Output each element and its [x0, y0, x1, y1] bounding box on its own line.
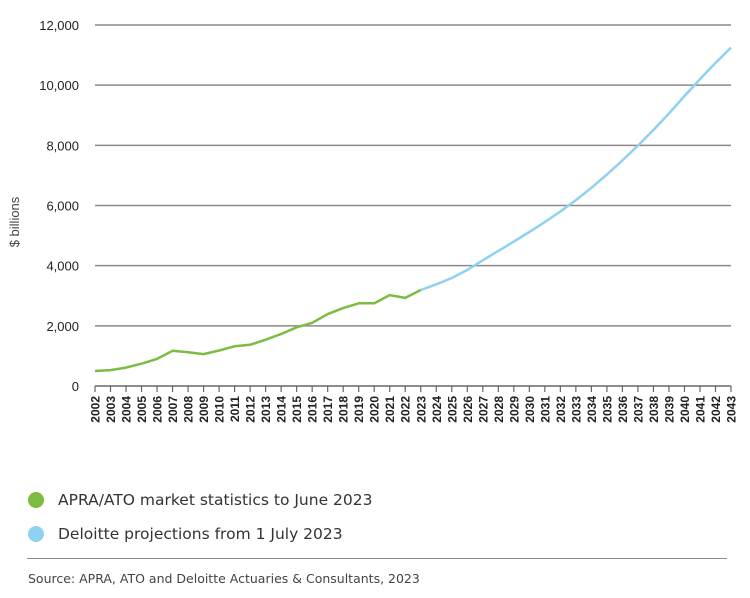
y-tick-label: 12,000 — [39, 18, 79, 33]
y-tick-label: 8,000 — [46, 138, 79, 153]
legend-item-historical: APRA/ATO market statistics to June 2023 — [28, 491, 372, 509]
x-tick-label: 2026 — [461, 396, 475, 423]
x-axis: 2002 2003 2004 2005 2006 2007 2008 2009 2010 2011… — [89, 385, 739, 423]
series-line — [94, 288, 422, 373]
x-tick-label: 2030 — [523, 396, 537, 423]
series-line — [420, 46, 732, 292]
legend-green-dot-icon — [28, 492, 44, 508]
series-lines — [94, 46, 732, 373]
x-tick-label: 2029 — [507, 396, 521, 423]
x-tick-label: 2014 — [275, 396, 289, 423]
x-tick-label: 2013 — [259, 396, 273, 423]
x-tick-label: 2033 — [569, 396, 583, 423]
x-tick-label: 2027 — [476, 396, 490, 423]
legend-item-projection: Deloitte projections from 1 July 2023 — [28, 525, 343, 543]
x-tick-label: 2024 — [430, 396, 444, 423]
legend-label: Deloitte projections from 1 July 2023 — [58, 525, 343, 543]
x-tick-label: 2028 — [492, 396, 506, 423]
x-tick-label: 2032 — [554, 396, 568, 423]
x-tick-label: 2002 — [89, 396, 103, 423]
x-tick-label: 2043 — [725, 396, 739, 423]
x-tick-label: 2020 — [368, 396, 382, 423]
y-tick-label: 6,000 — [46, 199, 79, 214]
y-tick-label: 2,000 — [46, 319, 79, 334]
x-tick-label: 2011 — [228, 396, 242, 422]
x-tick-label: 2004 — [120, 396, 134, 423]
legend-blue-dot-icon — [28, 526, 44, 542]
divider — [27, 558, 727, 559]
x-tick-label: 2016 — [306, 396, 320, 423]
x-tick-label: 2006 — [151, 396, 165, 423]
x-tick-label: 2039 — [662, 396, 676, 423]
x-tick-label: 2007 — [166, 396, 180, 423]
x-tick-label: 2040 — [678, 396, 692, 423]
x-tick-label: 2037 — [631, 396, 645, 423]
y-axis-label: $ billions — [7, 196, 22, 247]
x-tick-label: 2010 — [213, 396, 227, 423]
x-tick-label: 2017 — [321, 396, 335, 423]
x-tick-label: 2015 — [290, 396, 304, 423]
x-tick-label: 2041 — [693, 396, 707, 423]
x-tick-label: 2025 — [445, 396, 459, 423]
y-tick-label: 10,000 — [39, 78, 79, 93]
x-tick-label: 2009 — [197, 396, 211, 423]
source-note: Source: APRA, ATO and Deloitte Actuaries… — [28, 571, 420, 586]
legend-label: APRA/ATO market statistics to June 2023 — [58, 491, 373, 509]
x-tick-label: 2036 — [616, 396, 630, 423]
y-axis: 0 2,000 4,000 6,000 8,000 10,000 12,000 — [39, 18, 79, 394]
x-tick-label: 2042 — [709, 396, 723, 423]
x-tick-label: 2022 — [399, 396, 413, 423]
y-tick-label: 4,000 — [46, 259, 79, 274]
x-tick-label: 2008 — [182, 396, 196, 423]
x-tick-label: 2012 — [244, 396, 258, 423]
x-tick-label: 2021 — [383, 396, 397, 423]
x-tick-label: 2005 — [135, 396, 149, 423]
x-tick-label: 2038 — [647, 396, 661, 423]
gridlines — [95, 24, 731, 327]
x-tick-label: 2023 — [414, 396, 428, 423]
y-tick-label: 0 — [72, 379, 79, 394]
x-tick-label: 2035 — [600, 396, 614, 423]
x-tick-label: 2003 — [104, 396, 118, 423]
x-tick-label: 2031 — [538, 396, 552, 423]
x-tick-label: 2019 — [352, 396, 366, 423]
x-tick-label: 2018 — [337, 396, 351, 423]
x-tick-label: 2034 — [585, 396, 599, 423]
